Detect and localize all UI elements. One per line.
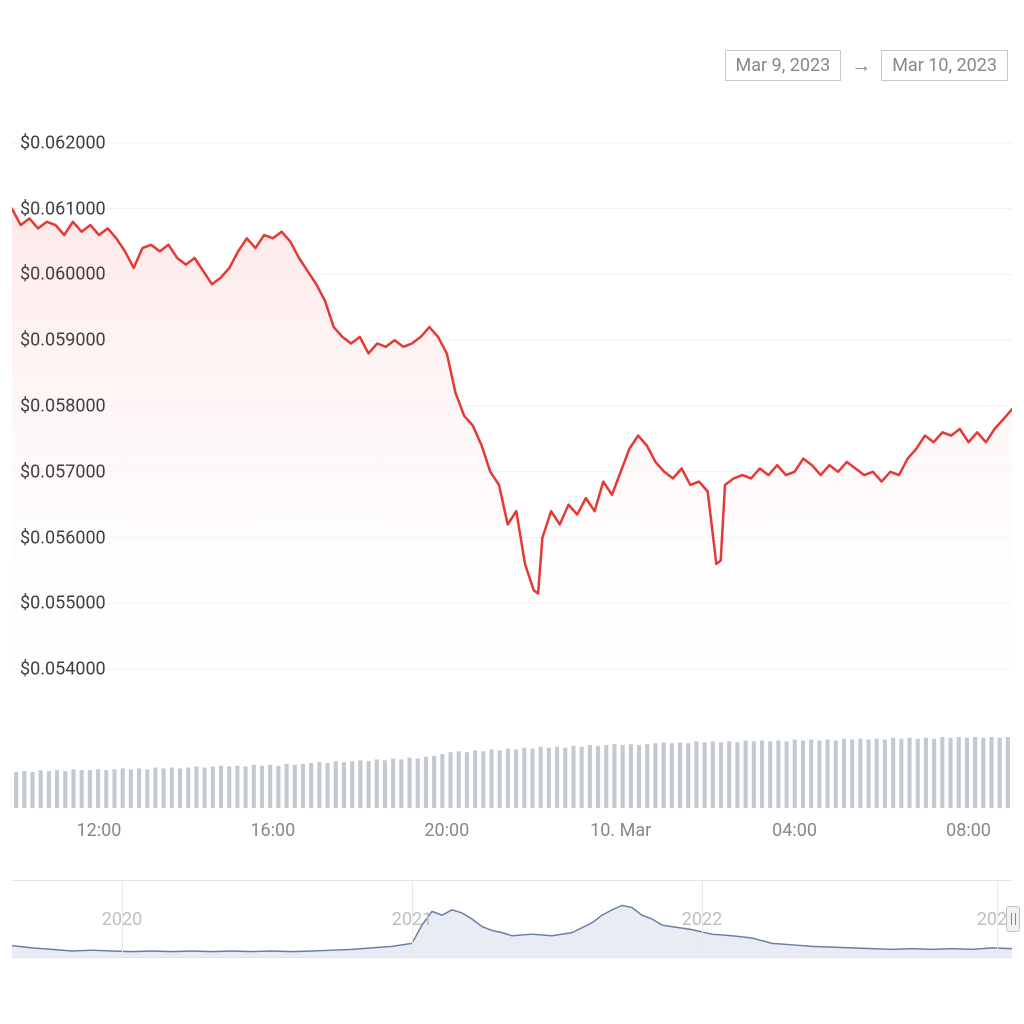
price-chart[interactable]: $0.054000 $0.055000 $0.056000 $0.057000 $0.0… <box>12 110 1012 702</box>
arrow-right-icon: → <box>851 53 871 78</box>
y-axis-label: $0.061000 <box>20 198 106 219</box>
navigator-handle[interactable] <box>1006 906 1020 932</box>
volume-chart-svg <box>12 718 1012 808</box>
y-axis-label: $0.059000 <box>20 330 106 351</box>
price-chart-svg <box>12 110 1012 702</box>
navigator-year-label: 2022 <box>682 909 722 930</box>
y-axis-label: $0.057000 <box>20 461 106 482</box>
date-end-input[interactable]: Mar 10, 2023 <box>881 50 1008 81</box>
x-axis-label: 04:00 <box>772 820 817 841</box>
x-axis-label: 20:00 <box>424 820 469 841</box>
volume-chart[interactable] <box>12 718 1012 808</box>
date-start-input[interactable]: Mar 9, 2023 <box>725 50 842 81</box>
date-range-selector: Mar 9, 2023 → Mar 10, 2023 <box>725 50 1008 81</box>
chart-container: Mar 9, 2023 → Mar 10, 2023 $0.054000$0.0… <box>0 0 1024 1024</box>
x-axis-label: 08:00 <box>946 820 991 841</box>
y-axis-label: $0.055000 <box>20 593 106 614</box>
x-axis: 12:00 16:00 20:00 10. Mar 04:00 08:00 <box>12 820 1012 860</box>
y-axis-label: $0.058000 <box>20 396 106 417</box>
navigator-year-label: 2020 <box>102 909 142 930</box>
x-axis-label: 10. Mar <box>590 820 651 841</box>
x-axis-label: 16:00 <box>250 820 295 841</box>
y-axis-label: $0.054000 <box>20 659 106 680</box>
y-axis-label: $0.062000 <box>20 132 106 153</box>
navigator-year-label: 2021 <box>392 909 432 930</box>
y-axis-label: $0.056000 <box>20 527 106 548</box>
y-axis-label: $0.060000 <box>20 264 106 285</box>
navigator[interactable]: 2020202120222023 <box>12 880 1012 958</box>
x-axis-label: 12:00 <box>77 820 122 841</box>
navigator-svg <box>12 881 1012 957</box>
